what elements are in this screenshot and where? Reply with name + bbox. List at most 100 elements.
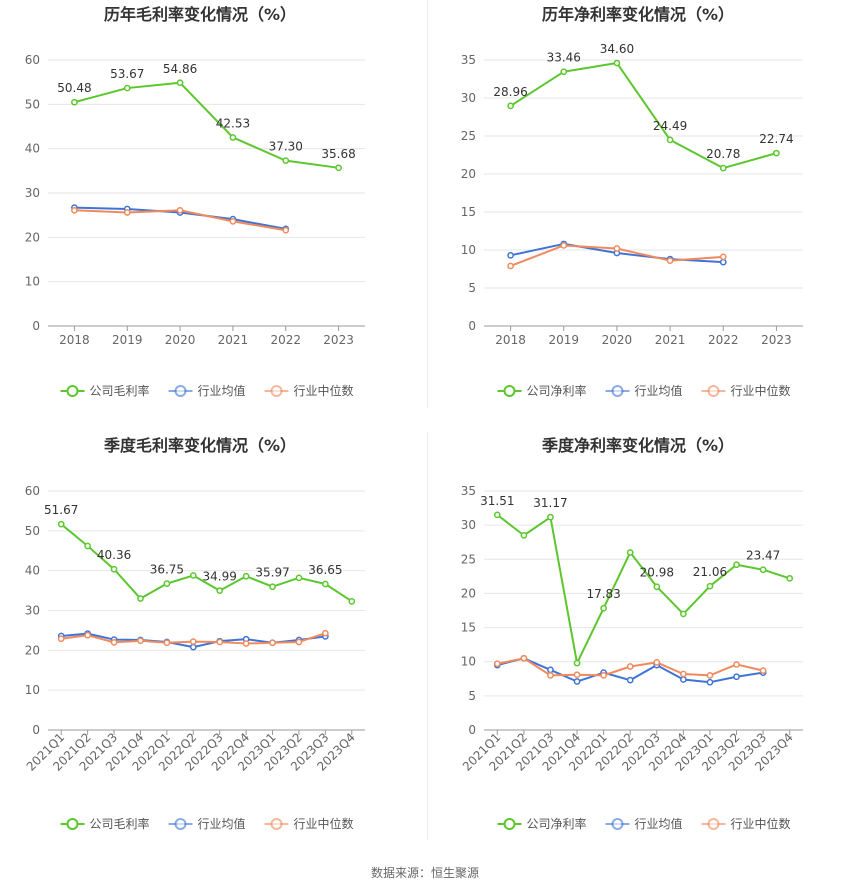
y-tick-label: 20	[461, 586, 476, 600]
data-label: 53.67	[110, 67, 144, 81]
data-label: 31.17	[533, 496, 567, 510]
data-label: 35.97	[255, 566, 289, 580]
y-tick-label: 25	[461, 552, 476, 566]
data-label: 37.30	[269, 140, 303, 154]
data-label: 54.86	[163, 62, 197, 76]
legend-label: 行业中位数	[731, 816, 791, 831]
legend-marker-icon	[503, 385, 516, 397]
legend-marker-icon	[707, 385, 720, 397]
data-label: 20.98	[640, 566, 674, 580]
legend-marker-icon	[174, 818, 187, 830]
legend-item-median: 行业中位数	[264, 816, 354, 831]
legend-label: 公司净利率	[527, 816, 587, 831]
data-point-company	[680, 610, 687, 618]
y-tick-label: 30	[461, 91, 476, 105]
legend-label: 行业中位数	[731, 383, 791, 398]
data-point-company	[773, 149, 780, 157]
data-point-median	[706, 672, 714, 679]
data-point-median	[759, 667, 767, 674]
data-point-median	[242, 640, 250, 647]
data-label: 42.53	[216, 116, 250, 130]
series-line-company	[74, 81, 339, 169]
chart-3: 季度毛利率变化情况（%）01020304050602021Q12021Q2202…	[24, 436, 365, 831]
data-point-median	[547, 672, 554, 679]
y-tick-label: 20	[25, 230, 40, 244]
legend-marker-icon	[503, 818, 516, 830]
data-label: 33.46	[547, 51, 581, 65]
legend-label: 公司毛利率	[90, 816, 150, 831]
data-point-median	[269, 639, 276, 647]
vertical-divider-top	[427, 0, 428, 408]
chart-1: 历年毛利率变化情况（%） 0 10 20 30 40 50 60 2018 2019 2020 202…	[25, 5, 365, 398]
data-point-avg	[626, 676, 634, 684]
legend-item-avg: 行业均值	[168, 383, 246, 398]
y-tick-label: 25	[461, 129, 476, 143]
data-point-median	[176, 206, 184, 214]
data-point-company	[189, 572, 197, 579]
data-point-avg	[189, 643, 197, 651]
x-tick-label: 2020	[165, 333, 196, 347]
data-label: 36.65	[308, 563, 342, 577]
data-label: 31.51	[480, 494, 514, 508]
y-tick-label: 15	[461, 621, 476, 635]
x-tick-label: 2018	[495, 333, 526, 347]
data-point-company	[137, 595, 144, 602]
data-point-median	[626, 663, 634, 670]
data-label: 22.74	[759, 132, 793, 146]
data-label: 21.06	[693, 565, 727, 579]
y-tick-label: 50	[25, 524, 40, 538]
data-point-company	[613, 59, 621, 67]
data-point-avg	[719, 258, 727, 266]
data-label: 17.83	[586, 587, 620, 601]
y-tick-label: 30	[25, 186, 40, 200]
data-point-company	[295, 574, 303, 582]
legend-label: 行业均值	[635, 816, 683, 831]
data-point-median	[680, 670, 687, 678]
legend-marker-icon	[707, 818, 720, 830]
data-label: 20.78	[706, 147, 740, 161]
data-point-company	[520, 532, 528, 539]
x-tick-label: 2023	[323, 333, 354, 347]
y-tick-label: 35	[461, 484, 476, 498]
x-tick-label: 2022	[708, 333, 739, 347]
legend-item-company: 公司净利率	[497, 383, 587, 398]
data-point-median	[137, 637, 144, 645]
y-tick-label: 10	[25, 275, 40, 289]
data-point-company	[653, 583, 661, 591]
data-point-avg	[547, 666, 554, 674]
legend-label: 行业均值	[635, 383, 683, 398]
data-point-company	[335, 164, 342, 172]
data-label: 34.99	[203, 570, 237, 584]
y-tick-label: 5	[468, 689, 476, 703]
y-tick-label: 20	[25, 643, 40, 657]
data-point-median	[216, 638, 224, 646]
data-point-company	[706, 582, 714, 590]
data-point-company	[229, 134, 237, 141]
y-tick-label: 50	[25, 97, 40, 111]
legend-marker-icon	[270, 385, 283, 397]
data-label: 51.67	[44, 503, 78, 517]
data-point-company	[110, 565, 118, 573]
data-label: 28.96	[493, 85, 527, 99]
data-point-median	[560, 242, 568, 249]
series-line-company	[60, 523, 353, 603]
y-tick-label: 0	[468, 319, 476, 333]
data-point-company	[573, 659, 581, 667]
data-point-avg	[507, 251, 514, 259]
data-point-company	[282, 157, 290, 164]
legend-label: 行业中位数	[294, 383, 354, 398]
chart-4: 季度净利率变化情况（%）051015202530352021Q12021Q220…	[460, 436, 803, 831]
y-tick-label: 10	[461, 243, 476, 257]
y-tick-label: 35	[461, 53, 476, 67]
data-point-company	[322, 580, 329, 588]
y-tick-label: 0	[468, 723, 476, 737]
chart-title: 历年毛利率变化情况（%）	[104, 5, 296, 24]
data-label: 36.75	[150, 563, 184, 577]
legend-label: 公司净利率	[527, 383, 587, 398]
data-point-median	[84, 631, 91, 639]
x-tick-label: 2021	[218, 333, 249, 347]
data-point-median	[110, 639, 118, 646]
data-point-company	[176, 79, 184, 87]
data-point-company	[57, 520, 65, 528]
